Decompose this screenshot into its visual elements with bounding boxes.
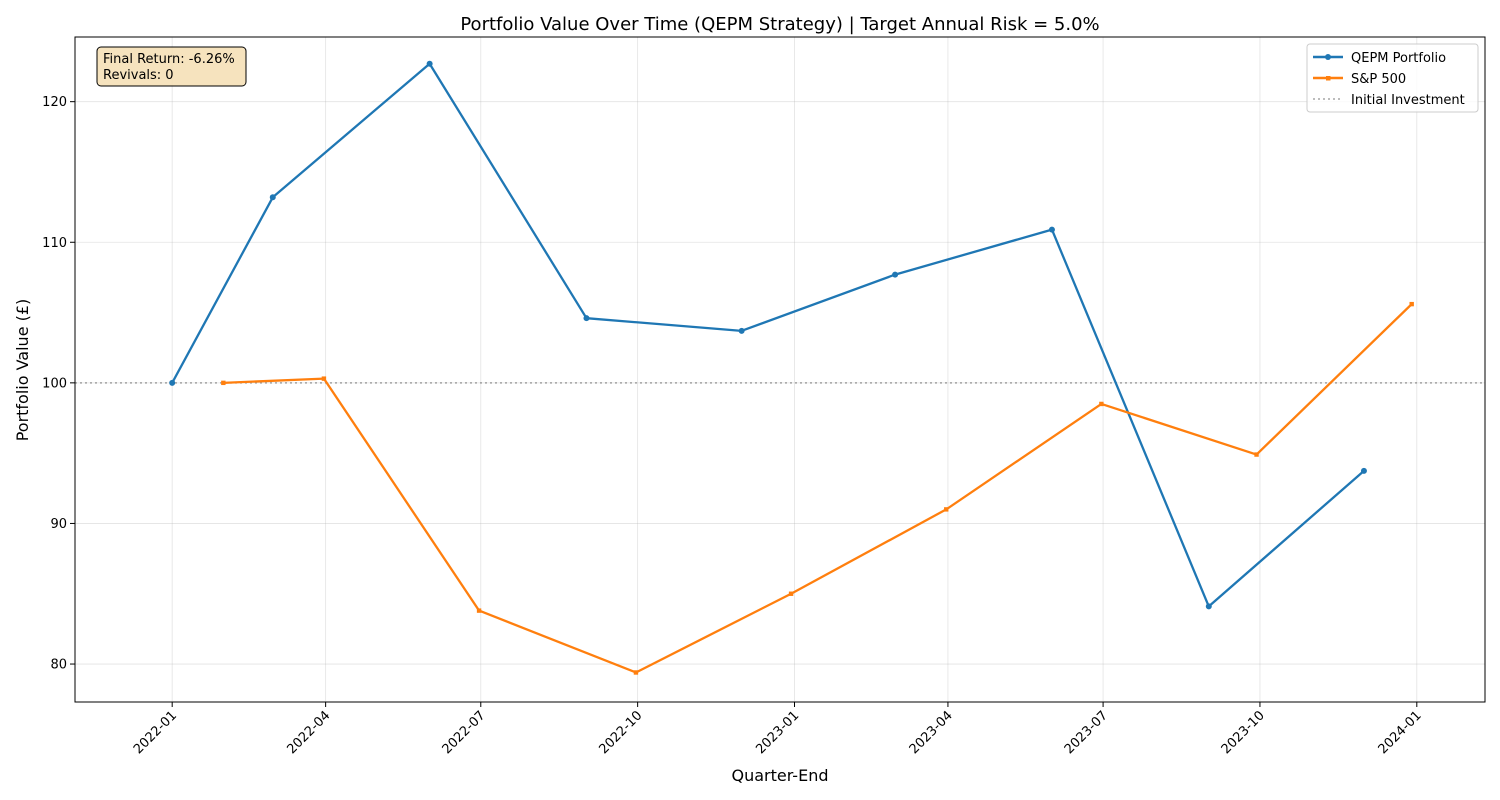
annotation-final-return: Final Return: -6.26% bbox=[103, 52, 235, 67]
data-point-qepm bbox=[892, 271, 899, 278]
y-axis: 80 90 100 110 120 bbox=[42, 95, 75, 673]
data-point-qepm bbox=[269, 194, 276, 201]
chart-title: Portfolio Value Over Time (QEPM Strategy… bbox=[460, 14, 1099, 35]
data-point-sp500 bbox=[633, 670, 639, 675]
legend-marker-qepm bbox=[1325, 54, 1331, 60]
legend-label-qepm: QEPM Portfolio bbox=[1351, 51, 1446, 66]
data-point-sp500 bbox=[944, 507, 949, 512]
series-layer bbox=[169, 60, 1414, 675]
legend-frame bbox=[1306, 43, 1479, 113]
data-point-qepm bbox=[583, 315, 590, 322]
y-tick-label: 90 bbox=[50, 517, 67, 532]
legend-marker-sp500 bbox=[1326, 76, 1331, 81]
data-point-sp500 bbox=[1099, 401, 1104, 407]
legend: QEPM Portfolio S&P 500 Initial Investmen… bbox=[1306, 43, 1479, 113]
data-point-qepm bbox=[1205, 603, 1212, 610]
annotation-background bbox=[96, 46, 247, 87]
data-point-qepm bbox=[169, 379, 176, 386]
data-point-qepm bbox=[1048, 226, 1055, 233]
y-tick-label: 100 bbox=[42, 376, 67, 391]
data-point-qepm bbox=[738, 327, 745, 334]
y-tick-label: 120 bbox=[42, 95, 67, 110]
legend-label-sp500: S&P 500 bbox=[1351, 72, 1406, 87]
annotation-revivals: Revivals: 0 bbox=[103, 68, 174, 83]
data-point-sp500 bbox=[1409, 301, 1414, 307]
y-axis-label: Portfolio Value (£) bbox=[13, 299, 32, 442]
data-point-sp500 bbox=[788, 591, 794, 596]
data-point-sp500 bbox=[321, 376, 327, 381]
y-tick-label: 80 bbox=[50, 658, 67, 673]
data-point-sp500 bbox=[221, 380, 226, 386]
data-point-sp500 bbox=[1254, 452, 1259, 457]
x-axis-label: Quarter-End bbox=[732, 766, 829, 785]
annotation-box: Final Return: -6.26% Revivals: 0 bbox=[96, 46, 247, 87]
data-point-qepm bbox=[426, 60, 433, 67]
plot-frame bbox=[74, 36, 1486, 703]
y-tick-label: 110 bbox=[42, 236, 67, 251]
data-point-sp500 bbox=[476, 608, 482, 613]
legend-label-initial: Initial Investment bbox=[1351, 93, 1465, 108]
data-point-qepm bbox=[1360, 467, 1367, 474]
